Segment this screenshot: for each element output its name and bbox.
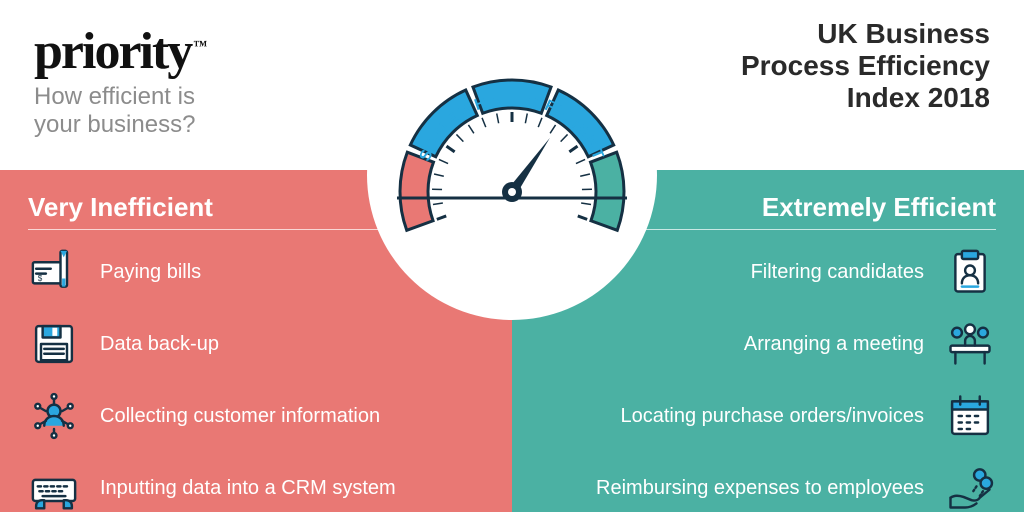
list-item: Locating purchase orders/invoices xyxy=(540,390,996,442)
list-item: Arranging a meeting xyxy=(540,318,996,370)
item-label: Locating purchase orders/invoices xyxy=(620,405,924,428)
brand-tagline: How efficient is your business? xyxy=(34,83,205,138)
item-label: Arranging a meeting xyxy=(744,333,924,356)
brand-name-text: priority xyxy=(34,23,191,80)
customer-icon xyxy=(28,390,80,442)
brand-name: priority™ xyxy=(34,22,205,81)
infographic-root: priority™ How efficient is your business… xyxy=(0,0,1024,512)
tagline-line1: How efficient is xyxy=(34,83,195,110)
bills-icon: $ xyxy=(28,246,80,298)
clipboard-icon xyxy=(944,246,996,298)
title-line2: Process Efficiency xyxy=(741,50,990,82)
list-item: Inputting data into a CRM system xyxy=(28,462,484,512)
item-label: Collecting customer information xyxy=(100,405,380,428)
title-line3: Index 2018 xyxy=(741,82,990,114)
item-label: Inputting data into a CRM system xyxy=(100,477,396,500)
item-label: Paying bills xyxy=(100,261,201,284)
panel-right-title: Extremely Efficient xyxy=(640,192,996,230)
main-title: UK Business Process Efficiency Index 201… xyxy=(741,18,990,115)
item-label: Data back-up xyxy=(100,333,219,356)
item-label: Filtering candidates xyxy=(751,261,924,284)
gauge-label-wrap: SOMEWHAT EFFICIENT xyxy=(382,98,642,193)
svg-text:$: $ xyxy=(38,274,43,283)
list-item: Data back-up xyxy=(28,318,484,370)
gauge-label-arc: SOMEWHAT EFFICIENT xyxy=(407,98,617,188)
tagline-line2: your business? xyxy=(34,111,195,138)
gauge: SOMEWHAT EFFICIENT xyxy=(342,12,682,302)
meeting-icon xyxy=(944,318,996,370)
gauge-label-text: SOMEWHAT EFFICIENT xyxy=(417,98,608,164)
coins-icon xyxy=(944,462,996,512)
list-item: Reimbursing expenses to employees xyxy=(540,462,996,512)
title-line1: UK Business xyxy=(741,18,990,50)
keyboard-icon xyxy=(28,462,80,512)
panel-left-title: Very Inefficient xyxy=(28,192,384,230)
brand-block: priority™ How efficient is your business… xyxy=(34,22,205,138)
trademark: ™ xyxy=(193,39,205,54)
calendar-icon xyxy=(944,390,996,442)
list-item: Collecting customer information xyxy=(28,390,484,442)
floppy-icon xyxy=(28,318,80,370)
item-label: Reimbursing expenses to employees xyxy=(596,477,924,500)
